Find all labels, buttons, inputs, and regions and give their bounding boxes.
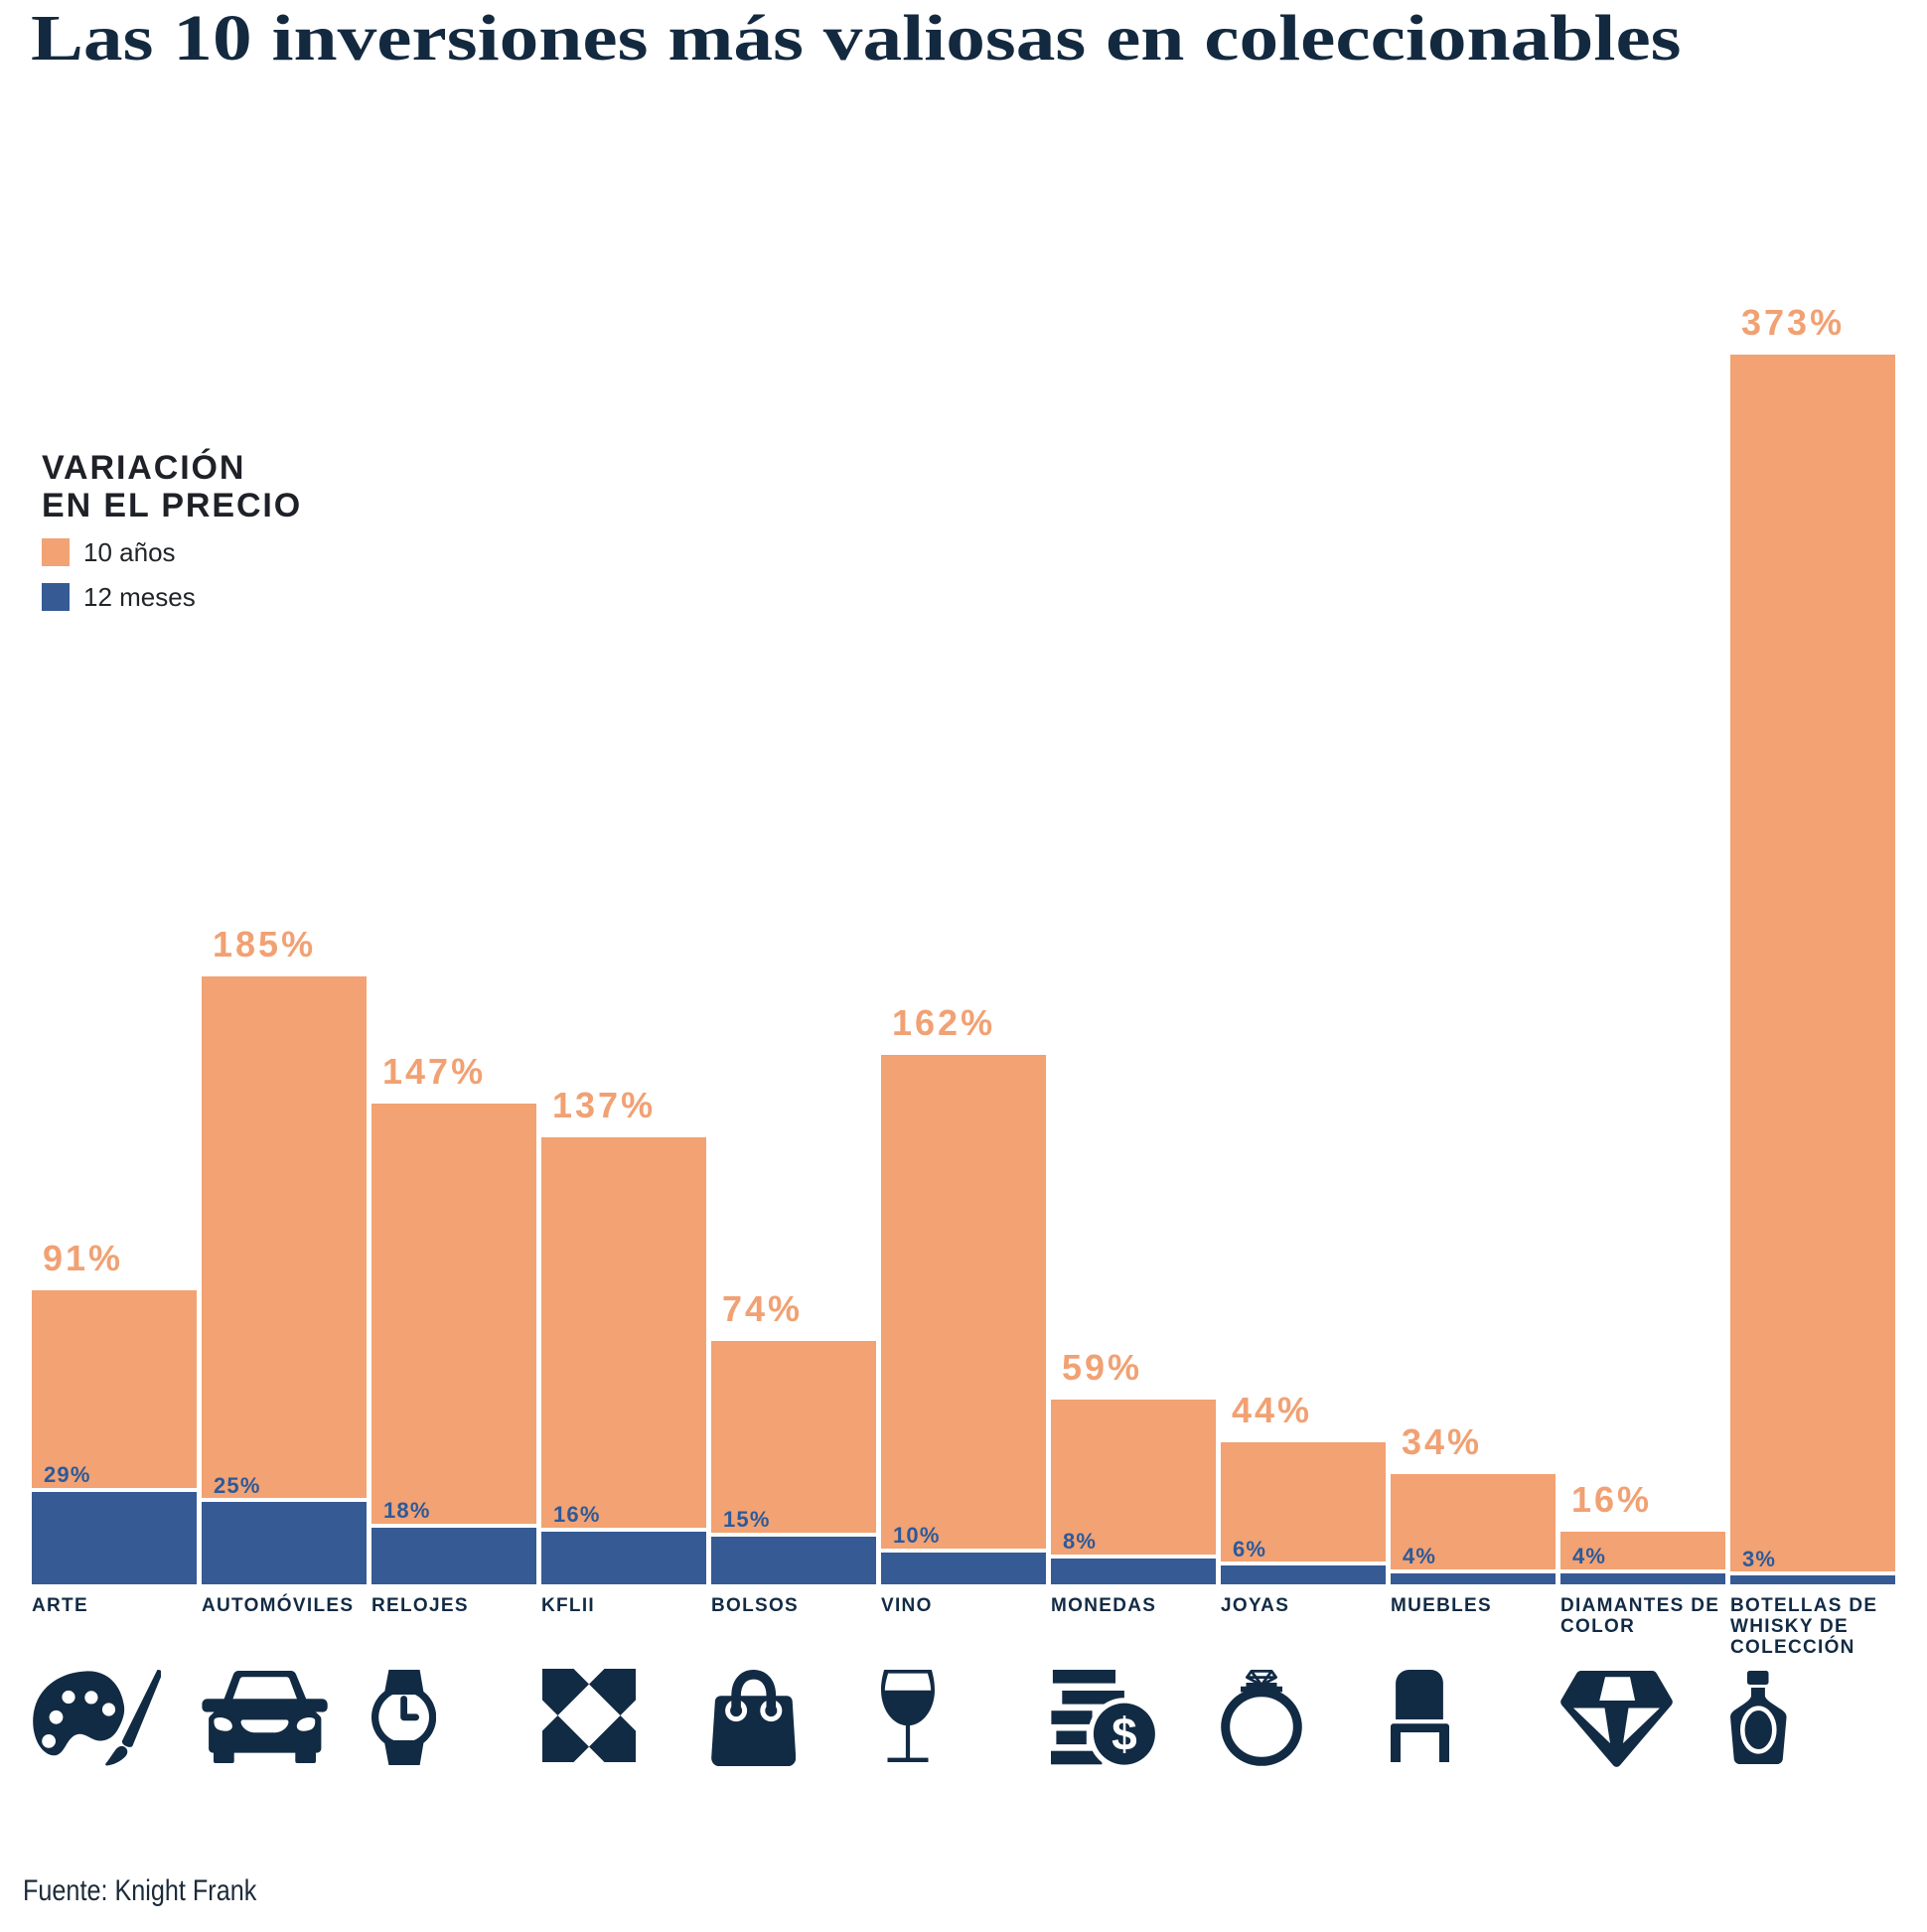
svg-text:$: $ [1112,1709,1137,1760]
